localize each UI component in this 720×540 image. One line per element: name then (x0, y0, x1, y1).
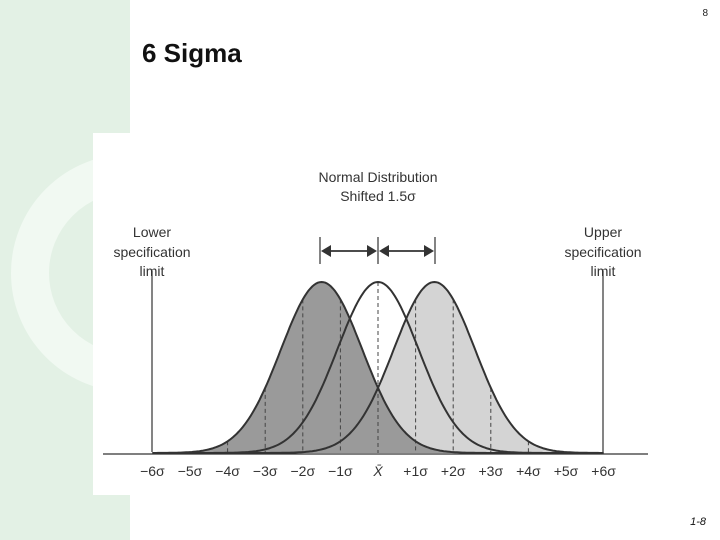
tick-label: −1σ (328, 463, 353, 479)
tick-label: +5σ (554, 463, 579, 479)
tick-label: +6σ (591, 463, 616, 479)
slide-title: 6 Sigma (142, 38, 242, 68)
six-sigma-figure: Normal Distribution Shifted 1.5σ Lower s… (93, 133, 653, 495)
tick-label: −2σ (290, 463, 315, 479)
figure-heading-line1: Normal Distribution (318, 169, 437, 185)
tick-label: X̄ (372, 463, 383, 479)
tick-label: −4σ (215, 463, 240, 479)
tick-label: +4σ (516, 463, 541, 479)
lower-spec-label: limit (140, 263, 165, 279)
tick-label: −3σ (253, 463, 278, 479)
slide-number: 8 (702, 8, 708, 19)
tick-label: +1σ (403, 463, 428, 479)
upper-spec-label: specification (564, 244, 641, 260)
upper-spec-label: Upper (584, 224, 622, 240)
shift-arrows (319, 237, 436, 264)
figure-heading-line2: Shifted 1.5σ (340, 188, 416, 204)
upper-spec-label: limit (591, 263, 616, 279)
tick-label: +3σ (478, 463, 503, 479)
right-shifted-curve (152, 280, 604, 454)
distribution-diagram: Normal Distribution Shifted 1.5σ Lower s… (103, 169, 648, 479)
lower-spec-label: Lower (133, 224, 171, 240)
tick-label: +2σ (441, 463, 466, 479)
lower-spec-label: specification (113, 244, 190, 260)
tick-label: −6σ (140, 463, 165, 479)
page-label: 1-8 (690, 516, 706, 528)
tick-label: −5σ (178, 463, 203, 479)
